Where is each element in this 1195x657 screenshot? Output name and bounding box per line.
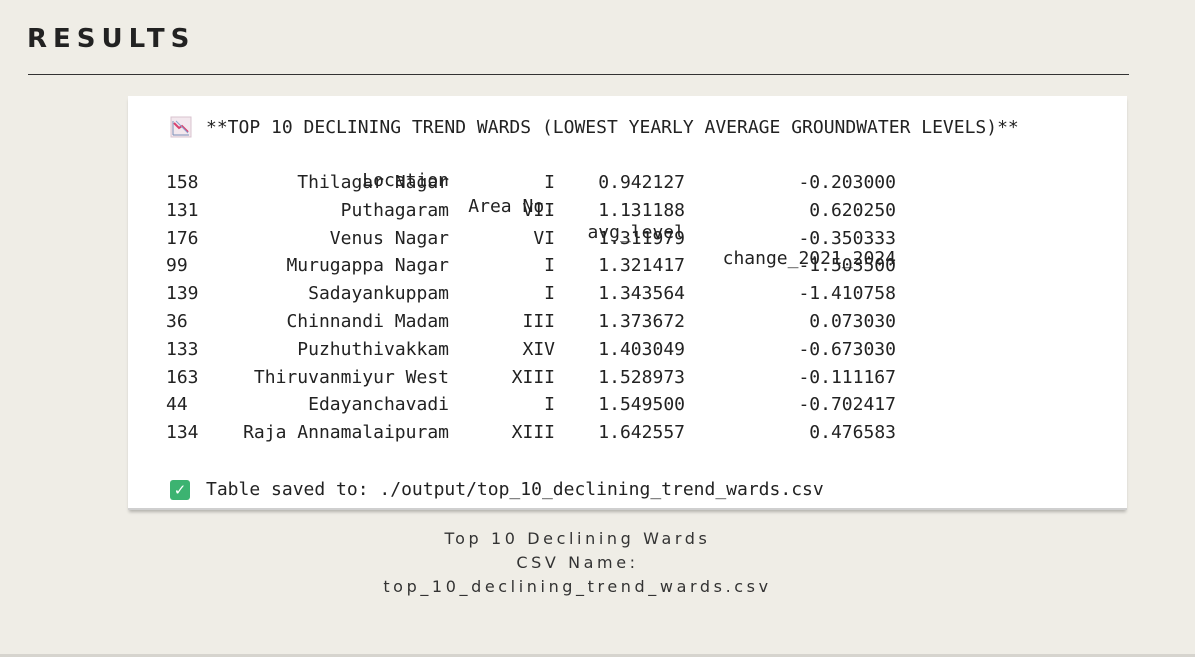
column-header-change: change_2021_2024 <box>722 248 896 269</box>
row-change: -0.673030 <box>798 338 896 360</box>
console-output-panel: **TOP 10 DECLINING TREND WARDS (LOWEST Y… <box>128 96 1127 510</box>
row-change: -1.410758 <box>798 283 896 305</box>
row-avg-level: 1.528973 <box>598 366 685 388</box>
row-change: 0.620250 <box>809 199 896 221</box>
row-index: 176 <box>166 227 199 249</box>
row-location: Sadayankuppam <box>308 283 449 305</box>
row-index: 36 <box>166 311 188 332</box>
caption-title: Top 10 Declining Wards <box>444 529 711 548</box>
row-avg-level: 1.131188 <box>598 199 685 221</box>
row-change: -0.350333 <box>798 227 896 249</box>
row-location: Raja Annamalaipuram <box>243 422 449 444</box>
row-avg-level: 1.321417 <box>598 255 685 277</box>
row-location: Venus Nagar <box>329 227 449 249</box>
column-header-location: Location <box>362 170 449 191</box>
console-title-line: **TOP 10 DECLINING TREND WARDS (LOWEST Y… <box>170 116 1019 138</box>
row-index: 131 <box>166 199 199 221</box>
row-index: 158 <box>166 172 199 193</box>
row-area-no: VII <box>522 199 555 221</box>
row-index: 99 <box>166 255 188 277</box>
row-location: Chinnandi Madam <box>286 311 449 332</box>
page-heading: RESULTS <box>27 24 196 54</box>
row-avg-level: 1.403049 <box>598 338 685 360</box>
row-location: Puzhuthivakkam <box>297 338 449 360</box>
table-row: 44 Edayanchavadi I 1.549500 -0.702417 <box>128 392 1127 418</box>
check-mark-icon: ✓ <box>170 479 190 500</box>
caption-csv-filename: top_10_declining_trend_wards.csv <box>383 577 772 596</box>
row-avg-level: 1.642557 <box>598 422 685 444</box>
bottom-divider <box>0 654 1195 657</box>
row-change: -0.111167 <box>798 366 896 388</box>
row-area-no: XIII <box>511 422 555 444</box>
row-avg-level: 0.942127 <box>598 172 685 193</box>
row-change: -0.702417 <box>798 394 896 416</box>
table-row: 36 Chinnandi Madam III 1.373672 0.073030 <box>128 309 1127 335</box>
row-location: Edayanchavadi <box>308 394 449 416</box>
row-index: 139 <box>166 283 199 305</box>
table-row: 139 Sadayankuppam I 1.343564 -1.410758 <box>128 281 1127 307</box>
row-index: 134 <box>166 422 199 444</box>
row-index: 133 <box>166 338 199 360</box>
table-row: 176 Venus Nagar VI 1.311979 -0.350333 <box>128 226 1127 252</box>
table-row: 134 Raja Annamalaipuram XIII 1.642557 0.4765… <box>128 420 1127 446</box>
heading-divider <box>28 74 1129 75</box>
caption-csv-label: CSV Name: <box>516 553 639 572</box>
row-change: 0.073030 <box>809 311 896 332</box>
row-index: 44 <box>166 394 188 416</box>
table-row: 163 Thiruvanmiyur West XIII 1.528973 -0.1111… <box>128 365 1127 391</box>
table-row: 131 Puthagaram VII 1.131188 0.620250 <box>128 198 1127 224</box>
row-area-no: I <box>544 394 555 416</box>
row-change: -1.503500 <box>798 255 896 277</box>
row-location: Thilagar Nagar <box>297 172 449 193</box>
row-change: -0.203000 <box>798 172 896 193</box>
row-avg-level: 1.549500 <box>598 394 685 416</box>
saved-message-text: Table saved to: ./output/top_10_declinin… <box>206 479 824 500</box>
column-header-area-no: Area No. <box>468 196 555 217</box>
row-avg-level: 1.343564 <box>598 283 685 305</box>
row-avg-level: 1.311979 <box>598 227 685 249</box>
row-area-no: XIV <box>522 338 555 360</box>
table-row: 158 Thilagar Nagar I 0.942127 -0.203000 <box>128 170 1127 196</box>
row-area-no: III <box>522 311 555 332</box>
row-location: Puthagaram <box>340 199 449 221</box>
saved-message-line: ✓ Table saved to: ./output/top_10_declin… <box>170 479 824 500</box>
row-area-no: XIII <box>511 366 555 388</box>
row-area-no: I <box>544 283 555 305</box>
row-location: Murugappa Nagar <box>286 255 449 277</box>
column-header-avg-level: avg_level <box>587 222 685 243</box>
table-row: 99 Murugappa Nagar I 1.321417 -1.503500 <box>128 253 1127 279</box>
chart-decreasing-icon <box>170 116 192 138</box>
row-area-no: I <box>544 255 555 277</box>
row-index: 163 <box>166 366 199 388</box>
row-avg-level: 1.373672 <box>598 311 685 332</box>
table-header-row: Location Area No. avg_level change_2021_… <box>128 142 1127 269</box>
row-area-no: VI <box>533 227 555 249</box>
console-title-text: **TOP 10 DECLINING TREND WARDS (LOWEST Y… <box>206 116 1019 138</box>
row-location: Thiruvanmiyur West <box>253 366 449 388</box>
row-change: 0.476583 <box>809 422 896 444</box>
row-area-no: I <box>544 172 555 193</box>
table-row: 133 Puzhuthivakkam XIV 1.403049 -0.673030 <box>128 337 1127 363</box>
